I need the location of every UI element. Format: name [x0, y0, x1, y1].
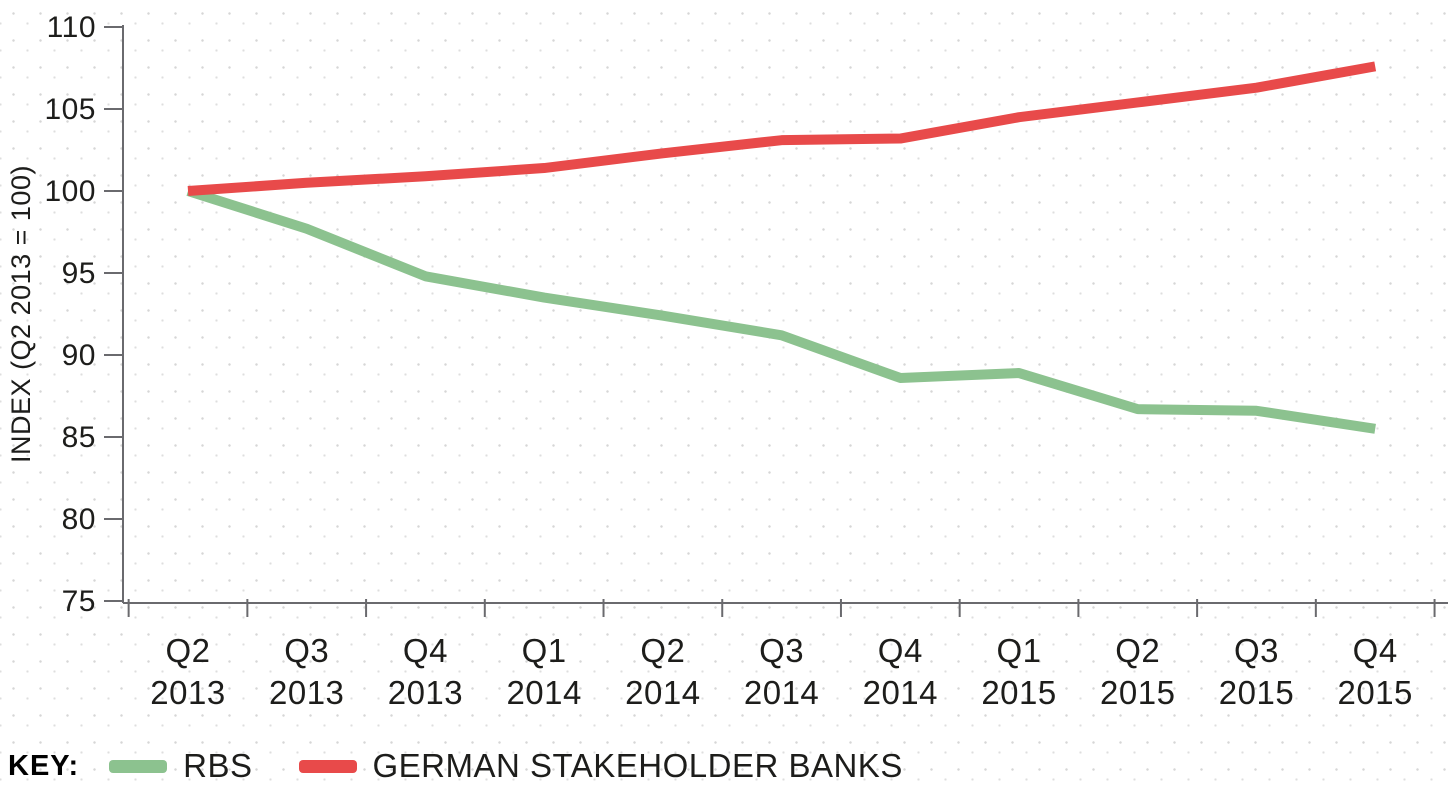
legend: KEY: RBS GERMAN STAKEHOLDER BANKS — [8, 746, 903, 786]
legend-item-rbs: RBS — [109, 747, 252, 785]
x-tick-year-label: 2015 — [1337, 674, 1412, 711]
x-tick-quarter-label: Q4 — [1353, 632, 1398, 669]
x-tick-quarter-label: Q1 — [997, 632, 1042, 669]
x-tick-quarter-label: Q3 — [284, 632, 329, 669]
series-line-rbs — [186, 186, 1376, 434]
x-tick-quarter-label: Q3 — [1234, 632, 1279, 669]
x-tick-year-label: 2014 — [625, 674, 700, 711]
series-line-german-stakeholder-banks — [187, 61, 1377, 196]
legend-item-german-stakeholder-banks: GERMAN STAKEHOLDER BANKS — [298, 747, 903, 785]
y-axis-title: INDEX (Q2 2013 = 100) — [6, 165, 36, 463]
x-tick-year-label: 2015 — [1100, 674, 1175, 711]
x-tick-quarter-label: Q4 — [878, 632, 923, 669]
y-tick-label: 80 — [62, 503, 96, 536]
x-tick-quarter-label: Q3 — [759, 632, 804, 669]
legend-item-rbs-label: RBS — [183, 747, 253, 784]
legend-key-label: KEY: — [8, 749, 80, 782]
x-tick-year-label: 2015 — [981, 674, 1056, 711]
x-tick-year-label: 2013 — [269, 674, 344, 711]
y-tick-label: 95 — [62, 257, 96, 290]
x-tick-quarter-label: Q2 — [1115, 632, 1160, 669]
line-chart: 75 80 85 90 95 100 105 110 Q2 2013 Q3 2013 Q4 2013 Q1 2… — [6, 11, 1448, 711]
x-tick-quarter-label: Q2 — [165, 632, 210, 669]
x-tick-quarter-label: Q2 — [640, 632, 685, 669]
x-tick-year-label: 2013 — [388, 674, 463, 711]
x-tick-year-label: 2015 — [1219, 674, 1294, 711]
y-tick-label: 75 — [62, 585, 96, 618]
x-tick-quarter-label: Q4 — [403, 632, 448, 669]
x-tick-year-label: 2013 — [150, 674, 225, 711]
legend-item-german-stakeholder-banks-label: GERMAN STAKEHOLDER BANKS — [372, 747, 903, 784]
x-tick-year-label: 2014 — [863, 674, 938, 711]
x-tick-quarter-label: Q1 — [522, 632, 567, 669]
x-tick-year-label: 2014 — [744, 674, 819, 711]
y-tick-label: 110 — [47, 11, 96, 44]
y-tick-label: 90 — [62, 339, 96, 372]
x-tick-year-label: 2014 — [506, 674, 581, 711]
y-tick-label: 105 — [44, 93, 96, 126]
german-stakeholder-banks-line-swatch — [298, 759, 357, 773]
y-tick-label: 100 — [44, 175, 96, 208]
y-tick-label: 85 — [62, 421, 96, 454]
rbs-line-swatch — [109, 759, 168, 773]
